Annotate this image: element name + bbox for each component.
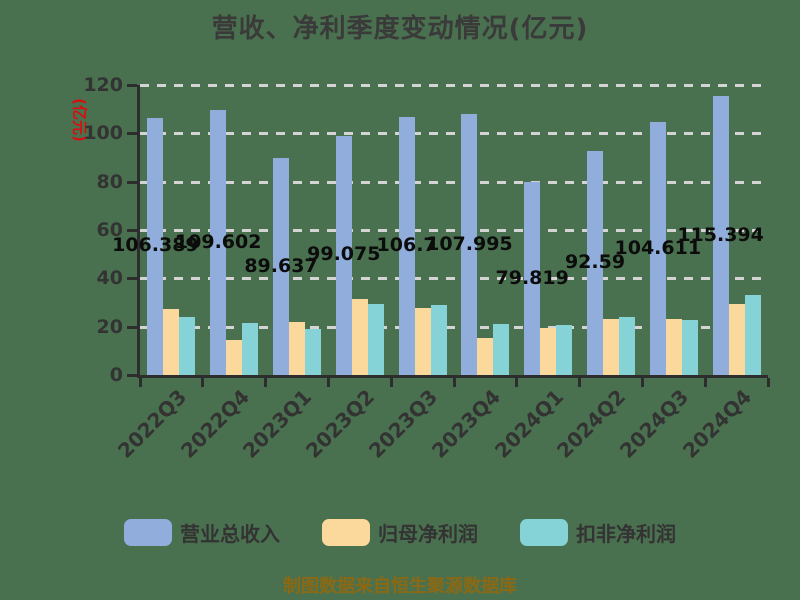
y-tick <box>127 180 137 184</box>
y-tick-label: 20 <box>96 315 123 338</box>
legend-item[interactable]: 归母净利润 <box>322 518 478 547</box>
plot-area: 0 20 40 60 80 100 120 106.389 2022Q3 109.602 2022Q… <box>83 76 770 463</box>
x-tick <box>578 378 582 387</box>
y-tick-label: 120 <box>83 74 123 96</box>
bar-营业总收入 <box>461 114 478 375</box>
y-gridline <box>140 180 768 184</box>
bar-营业总收入 <box>210 110 227 375</box>
bar-归母净利润 <box>540 328 557 375</box>
bar-归母净利润 <box>226 339 243 375</box>
bar-扣非净利润 <box>367 304 384 375</box>
x-tick <box>640 378 644 387</box>
bar-营业总收入 <box>273 158 289 375</box>
bar-value-label: 89.637 <box>244 254 318 277</box>
y-tick <box>127 84 137 87</box>
x-tick-label: 2024Q4 <box>677 384 757 463</box>
y-gridline <box>140 132 768 136</box>
bar-扣非净利润 <box>619 316 635 375</box>
y-tick-label: 100 <box>83 122 123 145</box>
x-tick-label: 2023Q4 <box>426 384 505 463</box>
bar-营业总收入 <box>335 135 352 375</box>
y-gridline <box>140 229 768 232</box>
bar-扣非净利润 <box>744 295 761 375</box>
x-tick <box>138 378 142 387</box>
y-tick <box>127 374 137 377</box>
x-tick <box>389 378 393 387</box>
footer-note: 制图数据来自恒生聚源数据库 <box>283 576 517 597</box>
bar-营业总收入 <box>147 117 164 375</box>
bar-扣非净利润 <box>493 324 510 375</box>
y-tick <box>127 277 137 281</box>
bar-value-label: 104.611 <box>614 236 702 259</box>
y-tick <box>127 325 137 329</box>
bar-归母净利润 <box>414 308 431 375</box>
bar-扣非净利润 <box>305 329 321 375</box>
x-tick <box>264 378 268 387</box>
bar-扣非净利润 <box>430 304 447 375</box>
x-tick-label: 2023Q1 <box>238 384 317 463</box>
x-tick <box>326 378 330 387</box>
y-gridline <box>140 325 768 329</box>
x-tick <box>703 378 707 387</box>
chart-title: 营收、净利季度变动情况(亿元) <box>211 14 589 44</box>
bar-归母净利润 <box>665 318 682 375</box>
x-tick <box>201 378 205 387</box>
y-axis-line <box>137 85 140 378</box>
bar-归母净利润 <box>289 321 305 375</box>
bar-归母净利润 <box>603 319 619 375</box>
bar-扣非净利润 <box>242 323 259 375</box>
bar-value-label: 106.389 <box>112 234 199 257</box>
bar-value-label: 109.602 <box>174 230 262 253</box>
bar-扣非净利润 <box>556 324 573 375</box>
y-tick-label: 0 <box>109 364 123 386</box>
bar-value-label: 99.075 <box>307 243 381 266</box>
bar-value-label: 107.995 <box>426 232 513 255</box>
bar-value-label: 92.59 <box>564 251 626 274</box>
legend-label: 扣非净利润 <box>576 522 676 546</box>
bar-value-label: 115.394 <box>677 223 764 246</box>
x-tick-label: 2024Q1 <box>489 384 568 463</box>
bar-扣非净利润 <box>179 316 196 375</box>
legend-label: 归母净利润 <box>378 522 478 546</box>
x-tick-label: 2023Q2 <box>301 384 380 463</box>
legend-swatch <box>124 519 172 546</box>
x-tick-label: 2024Q3 <box>615 384 694 463</box>
bar-归母净利润 <box>728 304 745 375</box>
bar-营业总收入 <box>712 96 729 375</box>
legend-swatch <box>322 519 370 546</box>
y-gridline <box>140 277 768 281</box>
legend-swatch <box>520 519 568 546</box>
x-tick <box>452 378 456 387</box>
y-tick <box>127 132 137 136</box>
bar-value-label: 106.7 <box>376 234 437 257</box>
bar-value-label: 79.819 <box>495 266 569 289</box>
bar-归母净利润 <box>351 299 368 375</box>
x-tick-label: 2023Q3 <box>363 384 443 463</box>
bar-营业总收入 <box>587 151 603 375</box>
bar-营业总收入 <box>398 117 415 375</box>
y-tick <box>127 229 137 232</box>
x-axis-line <box>137 375 768 378</box>
x-tick <box>766 378 770 387</box>
bar-扣非净利润 <box>681 319 698 375</box>
y-tick-label: 80 <box>96 170 123 193</box>
legend-item[interactable]: 营业总收入 <box>124 518 280 547</box>
x-tick-label: 2022Q4 <box>175 384 254 463</box>
bar-归母净利润 <box>163 309 180 375</box>
legend-label: 营业总收入 <box>180 522 280 546</box>
y-tick-label: 40 <box>96 267 123 290</box>
bar-营业总收入 <box>649 122 666 375</box>
y-gridline <box>140 84 768 87</box>
legend: 营业总收入 归母净利润 扣非净利润 <box>0 518 800 547</box>
bar-归母净利润 <box>477 337 494 375</box>
x-tick-label: 2024Q2 <box>552 384 631 463</box>
x-tick <box>515 378 519 387</box>
y-tick-label: 60 <box>96 219 123 241</box>
legend-item[interactable]: 扣非净利润 <box>520 518 676 547</box>
x-tick-label: 2022Q3 <box>112 384 191 463</box>
bar-营业总收入 <box>524 182 541 375</box>
